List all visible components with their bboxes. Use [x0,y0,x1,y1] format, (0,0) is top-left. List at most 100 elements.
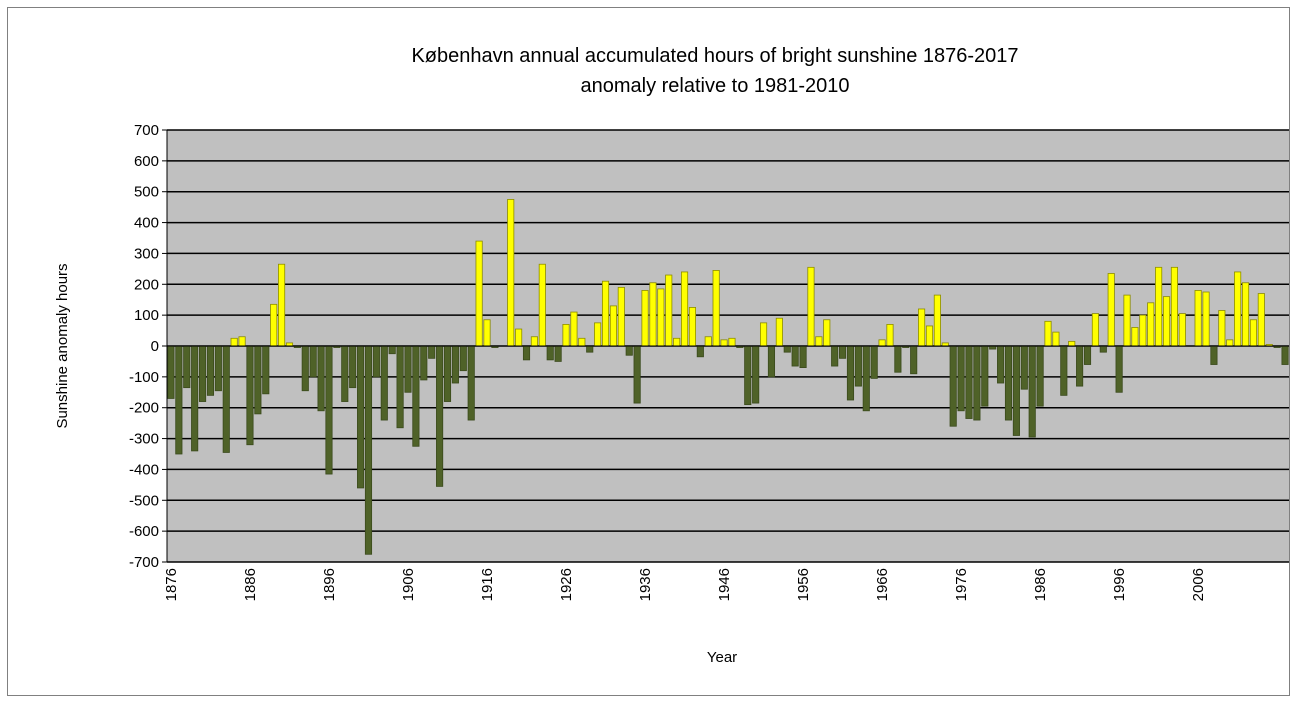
x-tick-label: 1896 [321,568,338,601]
x-tick-label: 1966 [874,568,891,601]
bar [522,345,531,361]
bar [349,345,357,389]
bar [601,280,610,347]
x-tick-label: 1886 [242,568,259,601]
y-tick-label: -200 [129,400,159,417]
chart-subtitle: anomaly relative to 1981-2010 [580,75,849,97]
bar [1147,302,1155,347]
bar [475,240,483,347]
bar [1281,345,1289,365]
bar [380,345,388,421]
y-tick-label: 200 [134,276,159,293]
bar [1028,345,1036,438]
x-tick-label: 1976 [953,568,970,601]
x-axis-title: Year [707,649,737,666]
bar [1123,294,1131,347]
bar [767,345,776,378]
bar [854,345,862,387]
bar [1257,293,1265,347]
bar [198,345,207,402]
bar [649,282,657,347]
bar [594,322,602,347]
bar [744,345,752,406]
bar [1194,290,1202,347]
bar [436,345,444,487]
bar [420,345,428,381]
bar [483,319,491,347]
bar [325,345,333,475]
bar [396,345,404,429]
bar [262,345,270,395]
bar [341,345,349,402]
bar [862,345,870,412]
bar [515,328,523,347]
bar [1234,271,1242,347]
bar [1210,345,1218,365]
x-tick-label: 1946 [716,568,733,601]
bar [783,345,791,353]
bar [657,288,665,347]
bar [1060,345,1068,396]
y-tick-label: 100 [134,307,159,324]
bar [712,269,720,347]
bar [759,322,768,347]
bar [925,325,934,347]
bar [680,271,689,347]
bar [1068,340,1076,347]
bar [206,345,215,396]
y-tick-label: 700 [134,122,159,139]
bar [965,345,973,419]
bar [388,345,396,355]
bar [364,345,373,555]
bar [372,345,380,378]
bar [617,286,625,347]
x-tick-label: 1876 [163,568,180,601]
bar [910,345,918,375]
bar [957,345,965,412]
y-tick-label: -700 [129,554,159,571]
bar [625,345,633,356]
bar [167,345,175,399]
bar [301,345,309,392]
bar [673,337,681,347]
bar [688,307,697,347]
bar [665,274,673,347]
bar [831,345,839,367]
bar [633,345,641,404]
bar [1036,345,1044,407]
y-tick-label: -400 [129,461,159,478]
bar [214,345,222,392]
bar [1115,345,1123,393]
x-tick-label: 1916 [479,568,496,601]
bar [973,345,981,421]
bar [1107,273,1115,347]
y-tick-label: -600 [129,523,159,540]
bar [815,336,823,347]
y-tick-label: 500 [134,184,159,201]
x-tick-label: 1986 [1032,568,1049,601]
bar [586,345,594,353]
bar [222,345,230,453]
bar [1162,296,1171,347]
bar [1170,266,1178,347]
x-tick-label: 1926 [558,568,575,601]
bar [278,263,286,347]
bar [183,345,191,389]
bar [807,266,815,347]
bar [570,311,578,347]
bar [752,345,760,404]
bar [1226,339,1234,347]
bar [846,345,855,401]
chart-title: København annual accumulated hours of br… [411,45,1018,67]
bar [609,305,617,347]
bar [878,339,886,347]
bar [1139,314,1147,347]
bar [443,345,452,402]
bar [997,345,1005,384]
y-tick-label: -500 [129,492,159,509]
y-tick-label: -100 [129,369,159,386]
bar [641,290,649,347]
x-tick-label: 1956 [795,568,812,601]
bar [246,345,254,446]
